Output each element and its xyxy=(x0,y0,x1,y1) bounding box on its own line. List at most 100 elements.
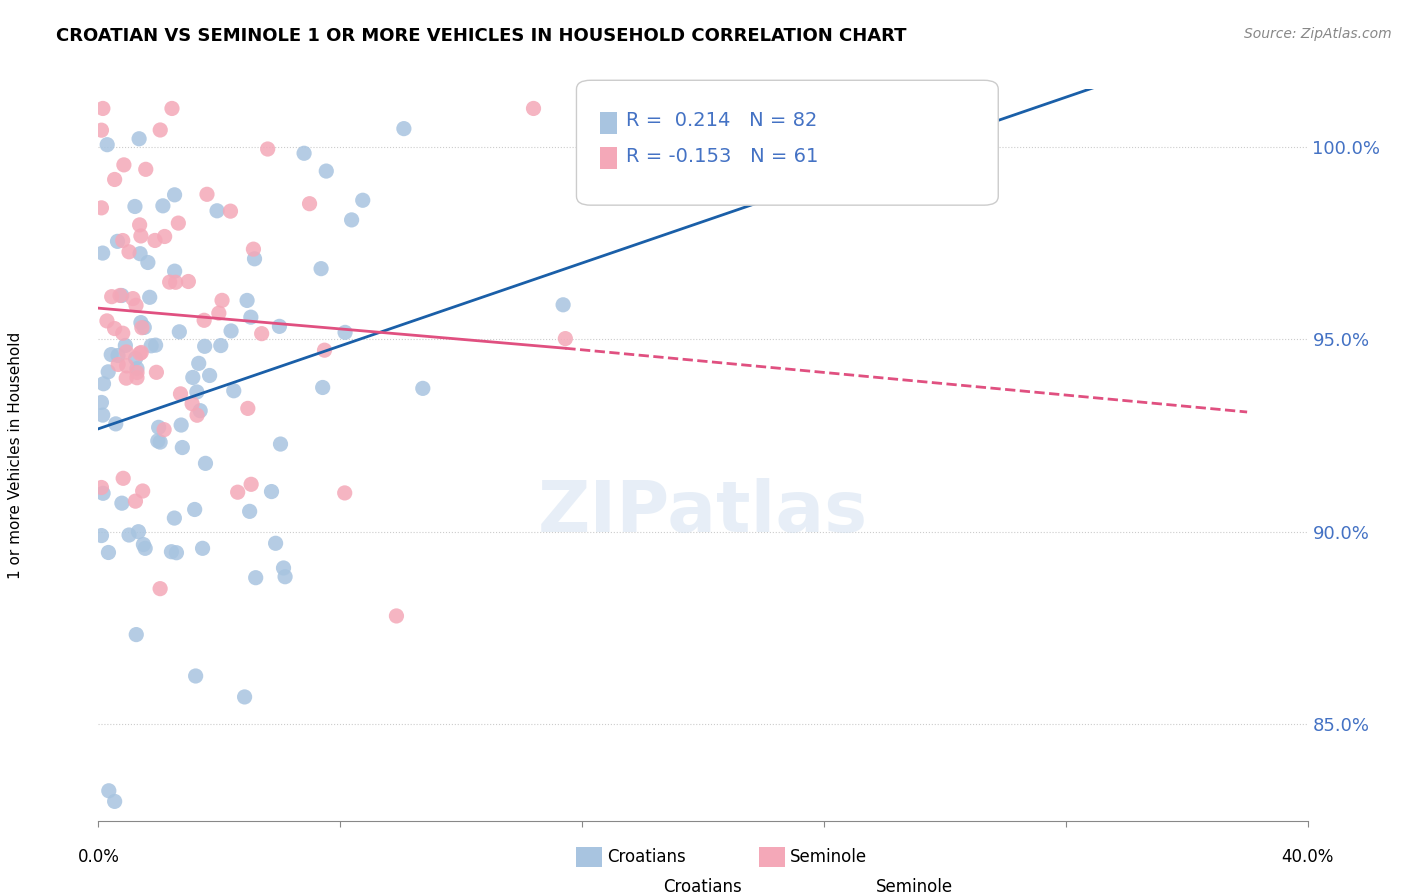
Croatians xyxy=(138,290,160,304)
Seminole xyxy=(149,123,172,137)
Croatians xyxy=(239,504,262,518)
Seminole xyxy=(219,204,242,219)
Croatians xyxy=(100,347,122,361)
Seminole xyxy=(122,292,145,306)
Croatians xyxy=(114,338,136,352)
Seminole xyxy=(167,216,190,230)
Seminole xyxy=(153,423,176,437)
Seminole xyxy=(181,397,204,411)
Seminole xyxy=(250,326,273,341)
Seminole xyxy=(112,158,135,172)
Seminole xyxy=(115,359,138,373)
Seminole xyxy=(242,242,264,256)
Seminole xyxy=(169,387,191,401)
Croatians xyxy=(104,794,127,808)
Seminole xyxy=(131,320,153,334)
Croatians xyxy=(107,349,129,363)
Croatians xyxy=(205,203,228,218)
Seminole xyxy=(115,345,138,359)
Text: 40.0%: 40.0% xyxy=(1281,847,1334,865)
Text: 0.0%: 0.0% xyxy=(77,847,120,865)
Seminole xyxy=(96,314,118,328)
Text: R = -0.153   N = 61: R = -0.153 N = 61 xyxy=(626,146,818,166)
Croatians xyxy=(170,417,193,432)
Croatians xyxy=(209,338,232,352)
Seminole xyxy=(129,229,152,244)
Croatians xyxy=(245,571,267,585)
Seminole xyxy=(124,494,146,508)
Croatians xyxy=(124,351,146,366)
Croatians xyxy=(129,246,152,260)
Seminole xyxy=(115,371,138,385)
Seminole xyxy=(100,290,122,304)
Croatians xyxy=(163,511,186,525)
Seminole xyxy=(118,244,141,259)
Seminole xyxy=(159,275,181,289)
Seminole xyxy=(103,321,125,335)
Croatians xyxy=(145,338,167,352)
Croatians xyxy=(125,627,148,641)
Croatians xyxy=(127,524,149,539)
Seminole xyxy=(195,187,218,202)
Seminole xyxy=(90,481,112,495)
Seminole xyxy=(128,346,150,360)
Seminole xyxy=(177,275,200,289)
Croatians xyxy=(152,199,174,213)
Croatians xyxy=(91,246,114,260)
Seminole xyxy=(108,288,131,302)
Croatians xyxy=(333,326,356,340)
Text: Seminole: Seminole xyxy=(790,848,868,866)
Seminole xyxy=(208,306,231,320)
Croatians xyxy=(134,541,156,556)
Text: Croatians: Croatians xyxy=(664,879,742,892)
Croatians xyxy=(273,561,295,575)
Seminole xyxy=(128,218,150,232)
Seminole xyxy=(153,229,176,244)
Croatians xyxy=(239,310,262,325)
Seminole xyxy=(143,234,166,248)
Croatians xyxy=(163,264,186,278)
Seminole xyxy=(298,196,321,211)
Text: 1 or more Vehicles in Household: 1 or more Vehicles in Household xyxy=(8,331,22,579)
Croatians xyxy=(93,376,115,391)
Seminole xyxy=(186,409,208,423)
Text: Croatians: Croatians xyxy=(607,848,686,866)
Croatians xyxy=(134,320,156,334)
Croatians xyxy=(191,541,214,556)
Seminole xyxy=(125,366,148,380)
Seminole xyxy=(90,201,112,215)
Seminole xyxy=(522,102,544,116)
Croatians xyxy=(340,213,363,227)
Croatians xyxy=(194,339,217,353)
Text: R =  0.214   N = 82: R = 0.214 N = 82 xyxy=(626,111,817,130)
Croatians xyxy=(311,380,333,394)
Seminole xyxy=(90,123,112,137)
Text: Source: ZipAtlas.com: Source: ZipAtlas.com xyxy=(1244,27,1392,41)
Seminole xyxy=(149,582,172,596)
Seminole xyxy=(240,477,263,491)
Seminole xyxy=(211,293,233,308)
Seminole xyxy=(145,365,167,379)
Croatians xyxy=(149,435,172,450)
Croatians xyxy=(165,546,187,560)
Croatians xyxy=(172,441,194,455)
Seminole xyxy=(131,483,153,498)
Croatians xyxy=(97,784,120,798)
Croatians xyxy=(260,484,283,499)
Croatians xyxy=(97,545,120,559)
Croatians xyxy=(129,316,152,330)
Croatians xyxy=(315,164,337,178)
Croatians xyxy=(412,381,434,395)
Croatians xyxy=(97,365,120,379)
Croatians xyxy=(148,420,170,434)
Croatians xyxy=(236,293,259,308)
Croatians xyxy=(90,528,112,542)
Seminole xyxy=(256,142,278,156)
Croatians xyxy=(181,370,204,384)
Croatians xyxy=(222,384,245,398)
Seminole xyxy=(135,162,157,177)
Seminole xyxy=(91,102,114,116)
Croatians xyxy=(118,528,141,542)
Seminole xyxy=(104,172,127,186)
Croatians xyxy=(169,325,191,339)
